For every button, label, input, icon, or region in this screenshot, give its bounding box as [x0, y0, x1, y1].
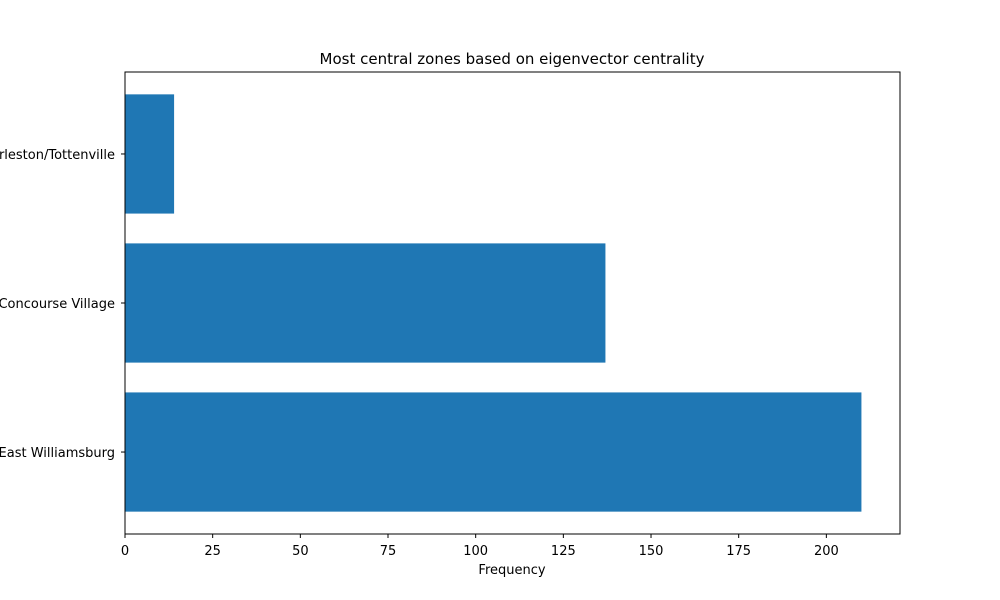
x-tick-label: 100: [463, 544, 488, 559]
x-tick-label: 75: [380, 544, 397, 559]
x-tick-label: 175: [726, 544, 751, 559]
x-tick-label: 0: [121, 544, 129, 559]
x-axis-label: Frequency: [478, 563, 545, 578]
bar-concourse-village: [125, 243, 605, 362]
x-tick-label: 125: [551, 544, 576, 559]
x-tick-label: 50: [292, 544, 309, 559]
bar-charleston-tottenville: [125, 94, 174, 213]
bar-east-williamsburg: [125, 392, 861, 511]
x-tick-label: 25: [204, 544, 221, 559]
x-tick-label: 150: [639, 544, 664, 559]
chart-title: Most central zones based on eigenvector …: [320, 50, 705, 68]
y-tick-label: Concourse Village: [0, 297, 115, 312]
y-tick-label: Charleston/Tottenville: [0, 148, 115, 163]
x-tick-label: 200: [814, 544, 839, 559]
y-tick-label: East Williamsburg: [0, 446, 115, 461]
